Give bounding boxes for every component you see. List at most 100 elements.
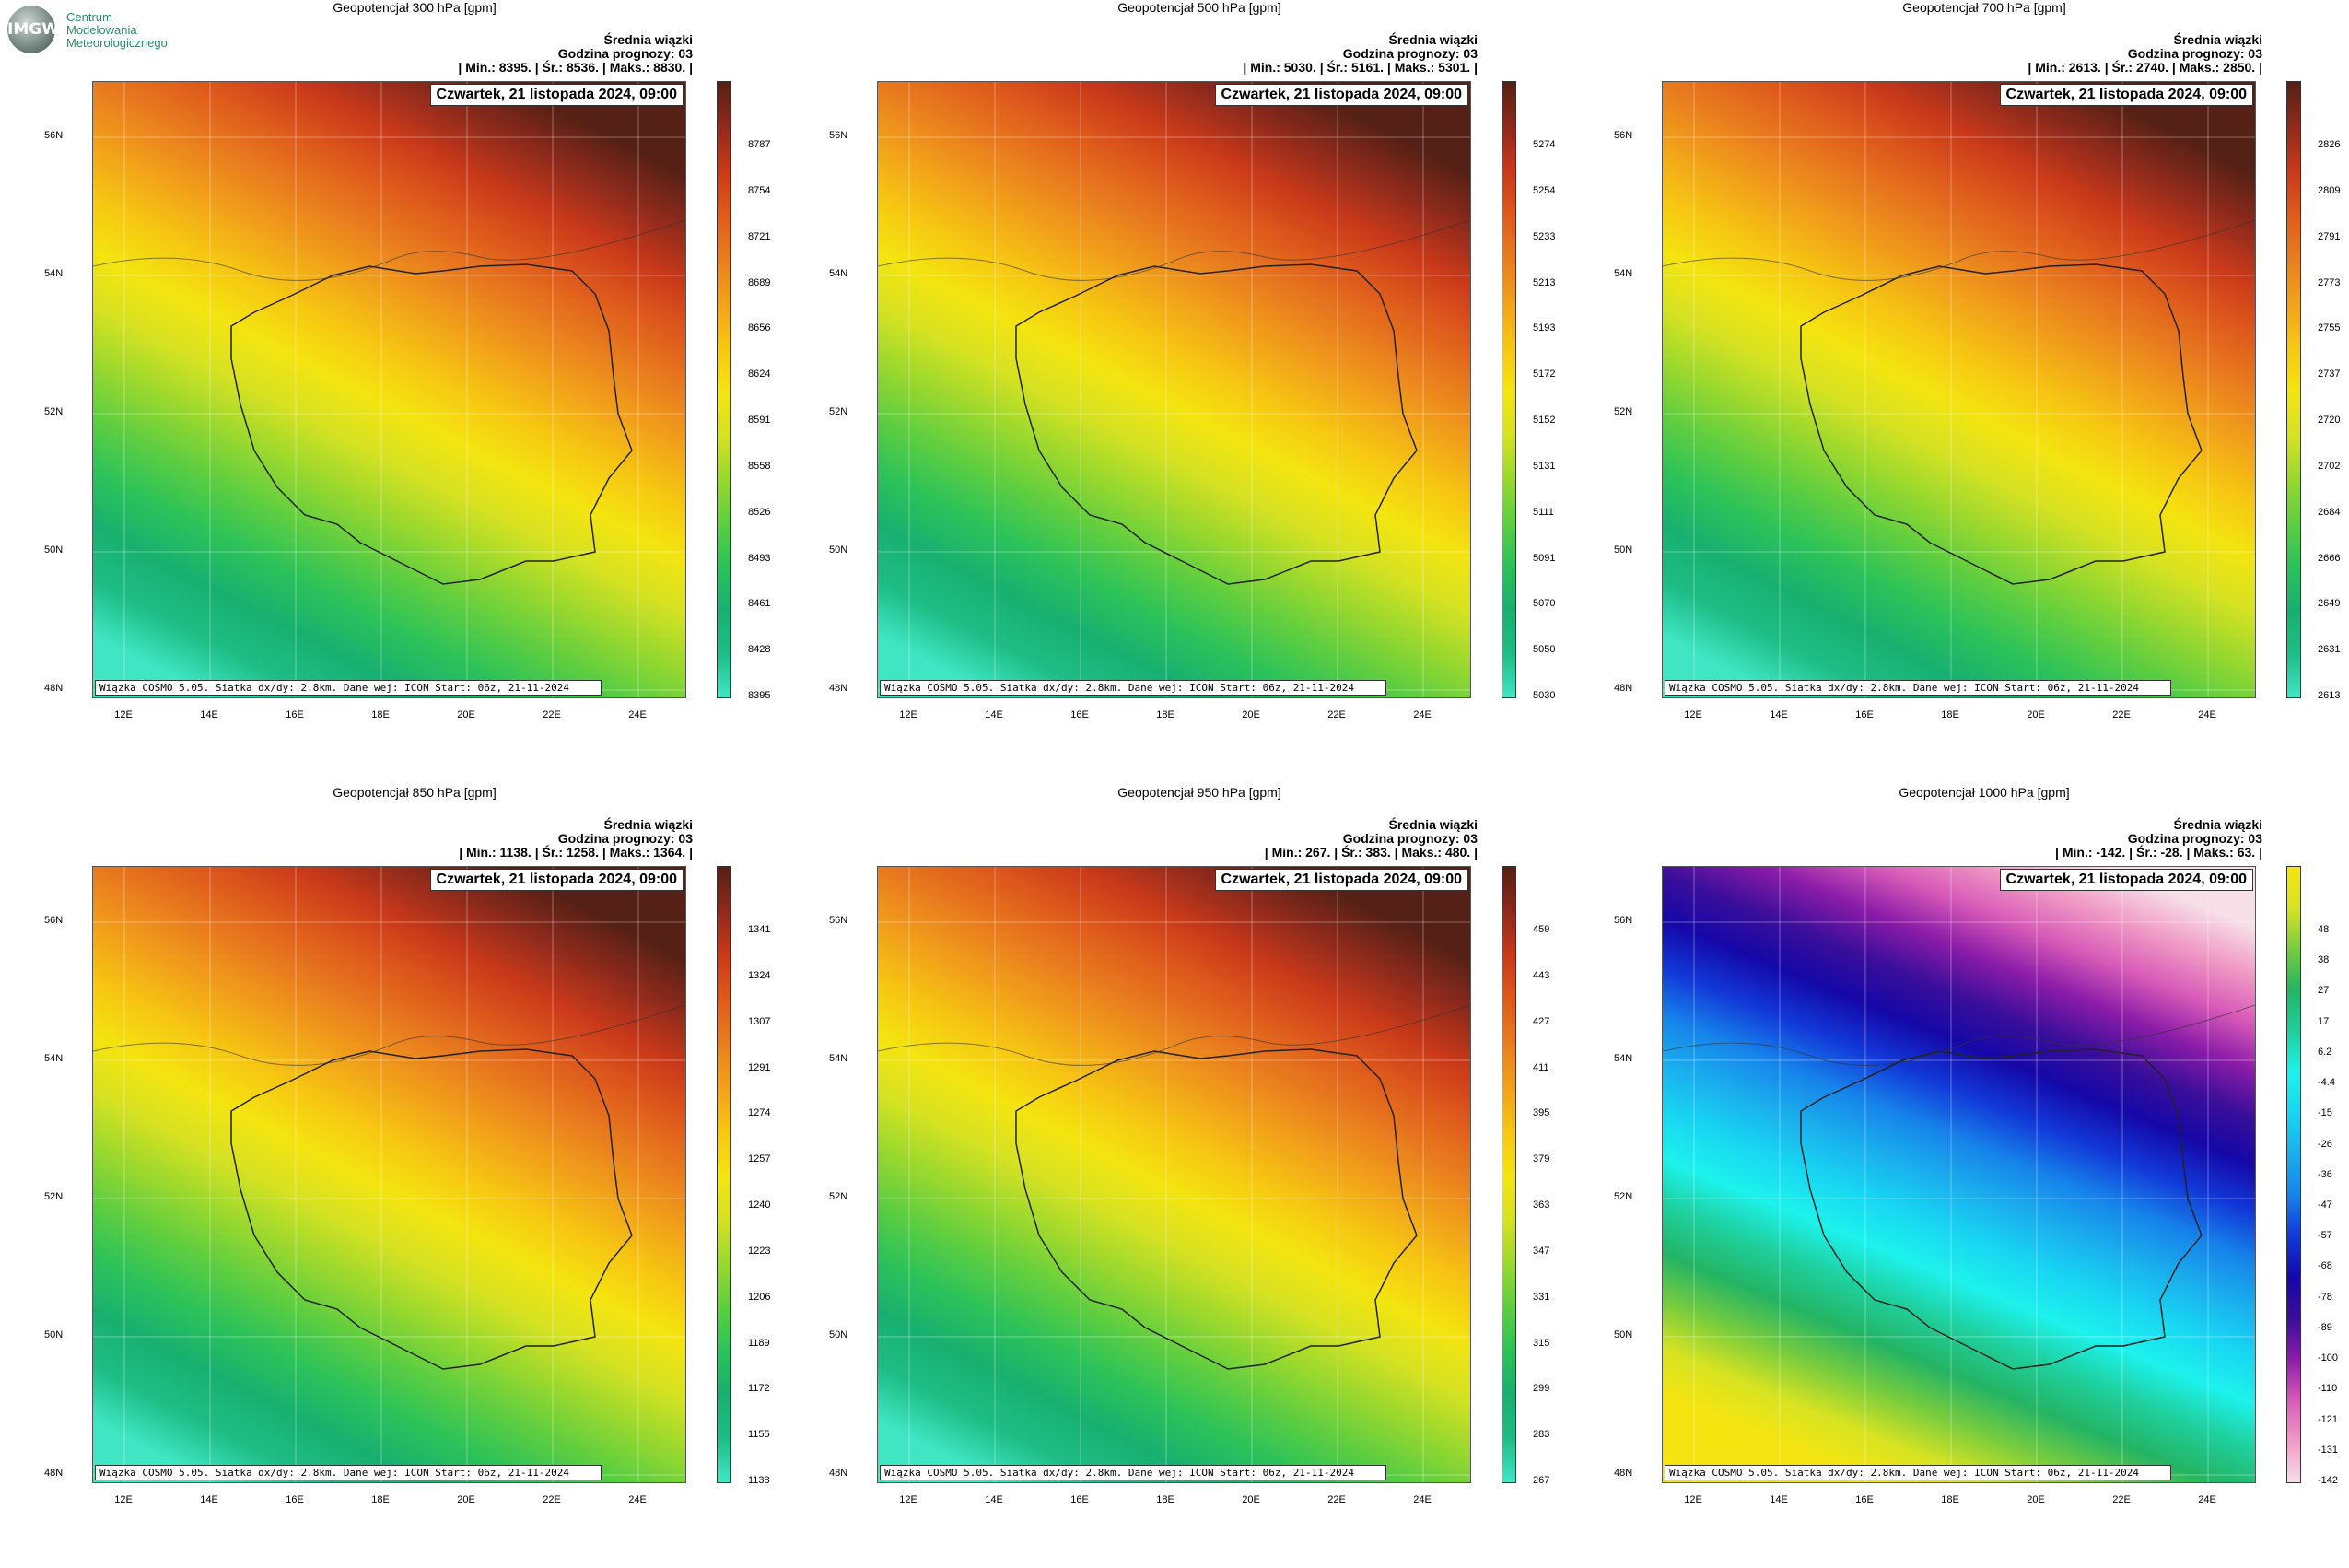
lat-label: 48N xyxy=(829,1468,848,1479)
panel-title: Geopotencjał 300 hPa [gpm] xyxy=(333,0,497,15)
colorbar-label: 8493 xyxy=(748,552,771,564)
lon-label: 12E xyxy=(1684,1494,1702,1505)
country-border xyxy=(230,1048,633,1370)
panel-title: Geopotencjał 500 hPa [gpm] xyxy=(1117,0,1281,15)
colorbar-label: 5131 xyxy=(1533,460,1556,472)
colorbar-label: 1223 xyxy=(748,1245,771,1257)
colorbar-label: 27 xyxy=(2318,985,2330,997)
colorbar-label: 2702 xyxy=(2318,460,2341,472)
valid-date-box: Czwartek, 21 listopada 2024, 09:00 xyxy=(429,84,684,106)
colorbar-label: 283 xyxy=(1533,1429,1550,1441)
colorbar-label: 443 xyxy=(1533,969,1550,981)
valid-date-box: Czwartek, 21 listopada 2024, 09:00 xyxy=(1214,84,1468,106)
lon-label: 18E xyxy=(371,709,390,720)
country-border xyxy=(1015,263,1418,585)
country-border xyxy=(1800,263,2203,585)
panel-header: Średnia wiązki Godzina prognozy: 03 | Mi… xyxy=(459,818,693,860)
lat-label: 50N xyxy=(44,1329,64,1340)
ensemble-mean-label: Średnia wiązki xyxy=(603,32,693,47)
lon-label: 14E xyxy=(200,709,218,720)
colorbar xyxy=(717,81,731,698)
forecast-hour-label: Godzina prognozy: 03 xyxy=(1342,46,1478,61)
colorbar-label: -68 xyxy=(2318,1260,2332,1272)
colorbar-label: 5070 xyxy=(1533,598,1556,610)
geopotential-field xyxy=(878,867,1470,1482)
colorbar-label: 2684 xyxy=(2318,506,2341,518)
colorbar-label: 315 xyxy=(1533,1337,1550,1349)
imgw-logo: IMGW Centrum Modelowania Meteorologiczne… xyxy=(7,6,201,53)
colorbar-label: -121 xyxy=(2318,1413,2339,1425)
lat-label: 48N xyxy=(829,683,848,694)
colorbar xyxy=(717,866,731,1483)
stats-label: | Min.: 8395. | Śr.: 8536. | Maks.: 8830… xyxy=(458,60,693,75)
colorbar-label: 6.2 xyxy=(2318,1046,2332,1058)
colorbar-label: 5152 xyxy=(1533,415,1556,426)
lon-label: 14E xyxy=(985,1494,1003,1505)
lon-label: 12E xyxy=(899,709,917,720)
country-border xyxy=(230,263,633,585)
lat-label: 50N xyxy=(829,544,848,556)
panel-title: Geopotencjał 700 hPa [gpm] xyxy=(1902,0,2066,15)
colorbar-label: 2809 xyxy=(2318,184,2341,196)
colorbar-label: 2773 xyxy=(2318,276,2341,288)
colorbar-label: 8558 xyxy=(748,460,771,472)
colorbar-label: 1291 xyxy=(748,1061,771,1073)
map-area: Czwartek, 21 listopada 2024, 09:00 Wiązk… xyxy=(92,866,686,1483)
lat-label: 56N xyxy=(1614,130,1633,141)
colorbar-label: 2613 xyxy=(2318,690,2341,701)
map-panel: Geopotencjał 300 hPa [gpm] Średnia wiązk… xyxy=(0,0,774,783)
colorbar-label: 48 xyxy=(2318,924,2330,935)
colorbar-label: 299 xyxy=(1533,1383,1550,1395)
colorbar-label: 5233 xyxy=(1533,230,1556,242)
colorbar-label: 2631 xyxy=(2318,644,2341,656)
lon-label: 16E xyxy=(1070,1494,1089,1505)
stats-label: | Min.: 2613. | Śr.: 2740. | Maks.: 2850… xyxy=(2028,60,2262,75)
geopotential-field xyxy=(93,82,685,697)
country-border xyxy=(1800,1048,2203,1370)
colorbar-label: 379 xyxy=(1533,1153,1550,1165)
colorbar-label: -4.4 xyxy=(2318,1077,2335,1089)
stats-label: | Min.: 267. | Śr.: 383. | Maks.: 480. | xyxy=(1264,845,1478,860)
map-panel: Geopotencjał 700 hPa [gpm] Średnia wiązk… xyxy=(1570,0,2343,783)
panel-title: Geopotencjał 1000 hPa [gpm] xyxy=(1899,785,2070,800)
colorbar-label: -131 xyxy=(2318,1444,2339,1456)
lat-label: 52N xyxy=(1614,1191,1633,1202)
forecast-hour-label: Godzina prognozy: 03 xyxy=(2127,831,2262,846)
map-area: Czwartek, 21 listopada 2024, 09:00 Wiązk… xyxy=(1662,81,2256,698)
map-area: Czwartek, 21 listopada 2024, 09:00 Wiązk… xyxy=(877,866,1471,1483)
map-panel: Geopotencjał 950 hPa [gpm] Średnia wiązk… xyxy=(785,785,1559,1568)
colorbar-label: 1307 xyxy=(748,1015,771,1027)
lon-label: 18E xyxy=(371,1494,390,1505)
colorbar-label: 1240 xyxy=(748,1199,771,1211)
lon-label: 14E xyxy=(1770,709,1788,720)
lon-label: 24E xyxy=(1413,1494,1432,1505)
colorbar xyxy=(1502,81,1516,698)
colorbar-label: 1138 xyxy=(748,1475,770,1486)
lon-label: 24E xyxy=(2198,1494,2216,1505)
colorbar-label: 5030 xyxy=(1533,690,1556,701)
lat-label: 52N xyxy=(829,1191,848,1202)
ensemble-mean-label: Średnia wiązki xyxy=(1388,817,1478,832)
lon-label: 20E xyxy=(2027,709,2045,720)
imgw-logo-icon: IMGW xyxy=(7,6,59,53)
colorbar-label: -15 xyxy=(2318,1107,2332,1119)
lon-label: 22E xyxy=(2112,709,2131,720)
lat-label: 48N xyxy=(1614,1468,1633,1479)
lon-label: 16E xyxy=(286,709,304,720)
colorbar-label: 2755 xyxy=(2318,322,2341,334)
lon-label: 18E xyxy=(1941,1494,1959,1505)
colorbar-label: 2826 xyxy=(2318,139,2341,150)
geopotential-field xyxy=(93,867,685,1482)
colorbar-label: -36 xyxy=(2318,1168,2332,1180)
panel-header: Średnia wiązki Godzina prognozy: 03 | Mi… xyxy=(1265,818,1478,860)
model-info-box: Wiązka COSMO 5.05. Siatka dx/dy: 2.8km. … xyxy=(1665,1465,2171,1480)
lon-label: 18E xyxy=(1156,709,1174,720)
model-info-box: Wiązka COSMO 5.05. Siatka dx/dy: 2.8km. … xyxy=(95,680,602,696)
colorbar-label: 17 xyxy=(2318,1015,2330,1027)
colorbar-label: -47 xyxy=(2318,1199,2332,1211)
colorbar-label: 2649 xyxy=(2318,598,2341,610)
lon-label: 22E xyxy=(1327,1494,1346,1505)
colorbar-label: -26 xyxy=(2318,1138,2332,1150)
lat-label: 56N xyxy=(829,130,848,141)
colorbar-label: 38 xyxy=(2318,954,2330,966)
